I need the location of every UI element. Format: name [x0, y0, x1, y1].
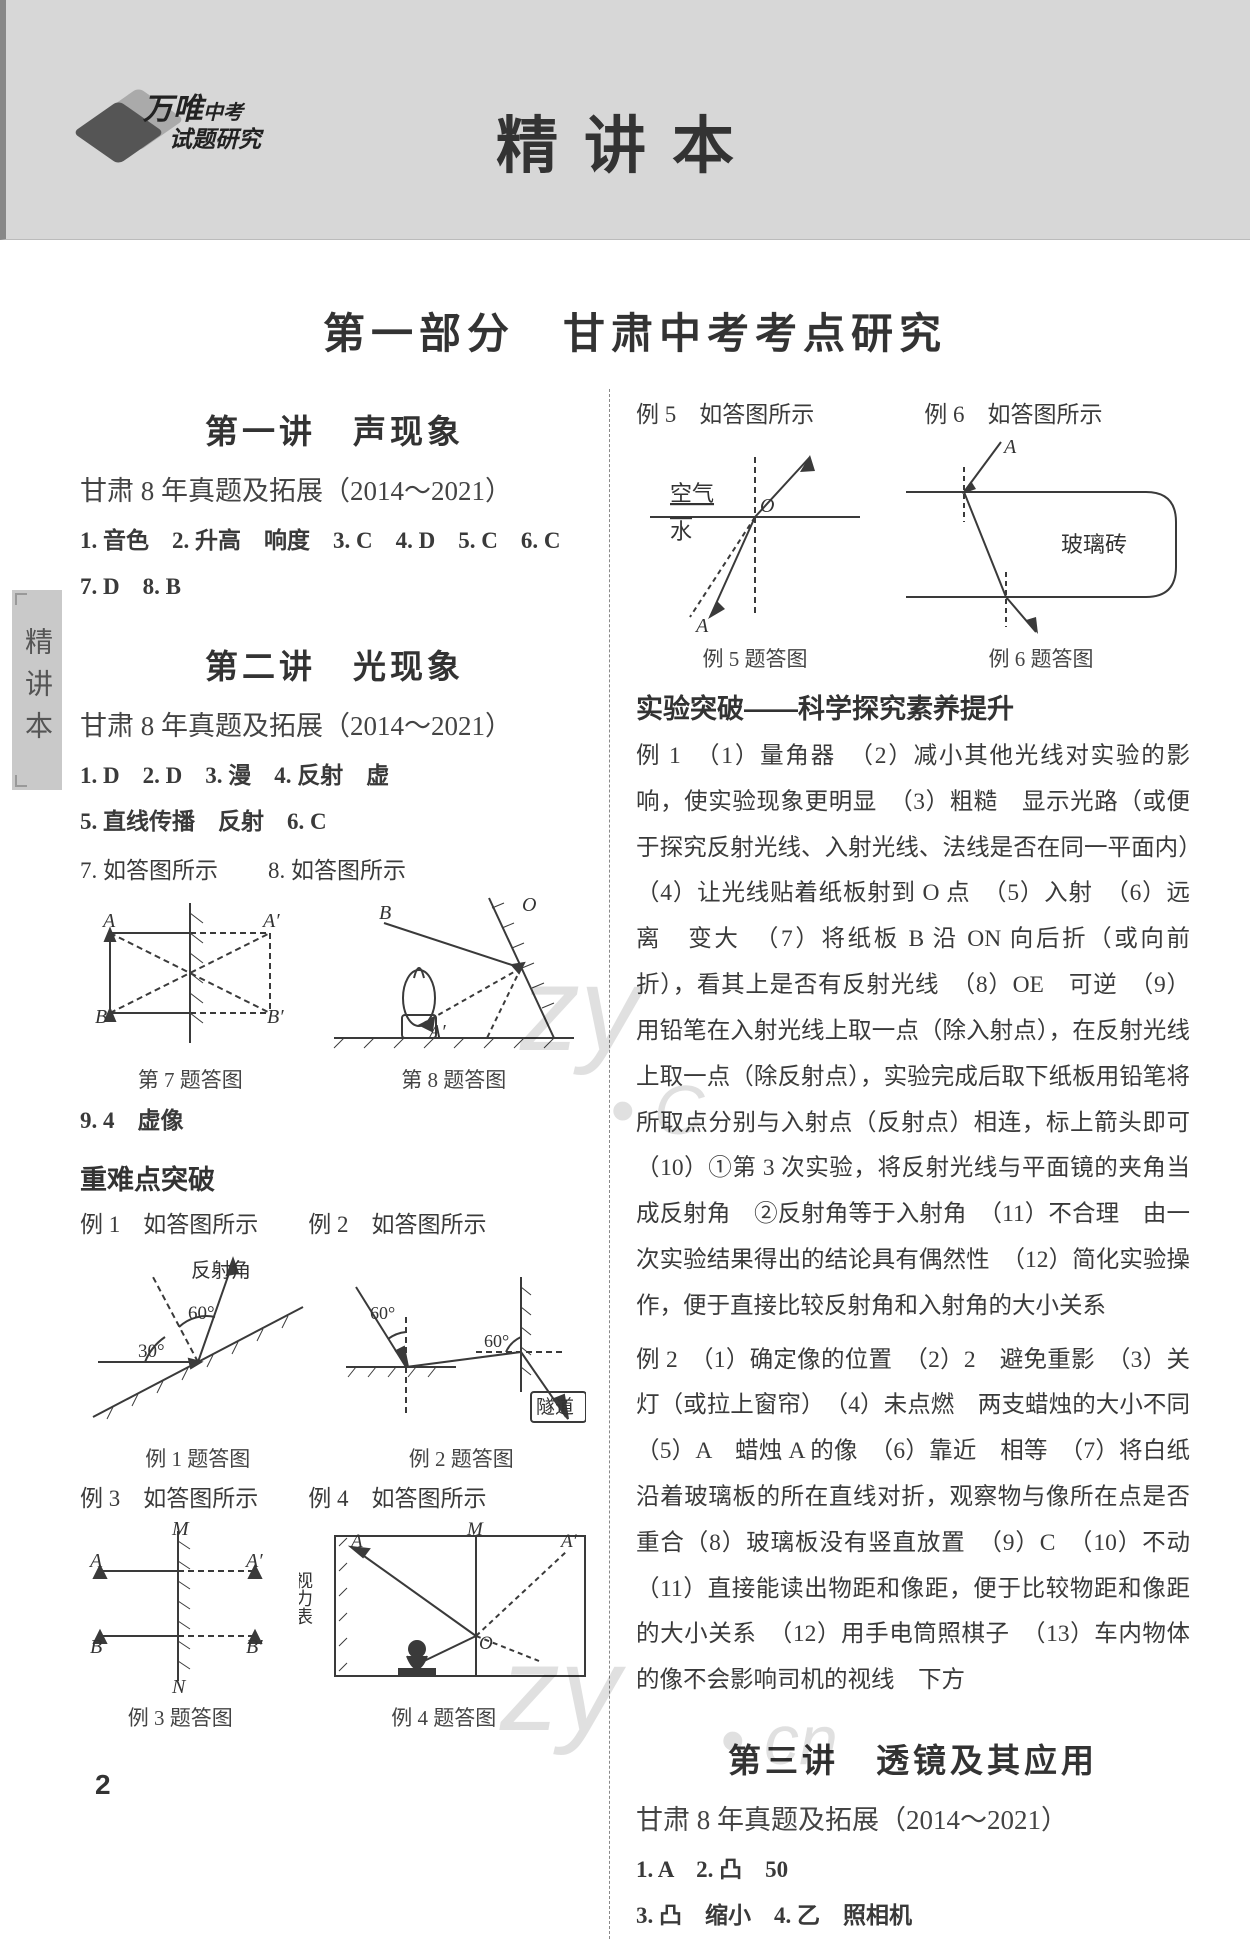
lecture3-a2: 3. 凸 缩小 4. 乙 照相机: [636, 1893, 1190, 1939]
lecture2-title: 第二讲 光现象: [80, 640, 589, 688]
lecture3-subtitle: 甘肃 8 年真题及拓展（2014～2021）: [636, 1798, 1190, 1837]
svg-text:N: N: [171, 1676, 187, 1696]
fig-ex6-caption: 例 6 题答图: [896, 643, 1186, 673]
left-column: 第一讲 声现象 甘肃 8 年真题及拓展（2014～2021） 1. 音色 2. …: [80, 389, 610, 1939]
svg-text:A: A: [88, 1550, 103, 1572]
fig7-caption: 第 7 题答图: [85, 1064, 295, 1094]
book-title: 精讲本: [6, 95, 1250, 185]
fig-ex3-caption: 例 3 题答图: [80, 1702, 280, 1732]
ex5-label: 例 5 如答图所示: [636, 395, 814, 429]
lecture1-title: 第一讲 声现象: [80, 405, 589, 453]
section-head: 重难点突破: [80, 1158, 589, 1197]
svg-text:水: 水: [670, 519, 692, 544]
fig-ex4-caption: 例 4 题答图: [299, 1702, 589, 1732]
fig-ex1: 反射角 60° 30° 例 1 题答图: [83, 1247, 313, 1473]
page-number: 2: [95, 1769, 111, 1801]
fig8-svg: B O A′: [324, 893, 584, 1058]
fig-ex5-caption: 例 5 题答图: [640, 643, 870, 673]
para1: 例 1 （1）量角器 （2）减小其他光线对实验的影响，使实验现象更明显 （3）粗…: [636, 734, 1190, 1330]
lecture2-a1: 1. D 2. D 3. 漫 4. 反射 虚: [80, 753, 589, 799]
fig-ex1-caption: 例 1 题答图: [83, 1443, 313, 1473]
svg-text:A: A: [694, 615, 709, 637]
ex-row-5-6: 例 5 如答图所示 例 6 如答图所示: [636, 395, 1190, 429]
svg-text:空气: 空气: [670, 481, 714, 506]
fig-row-ex56: 空气 水 O A 例 5 题答图: [636, 437, 1190, 673]
corner-icon: [15, 775, 27, 787]
fig-row-7-8: A A′ B B′ 第 7 题答图: [80, 893, 589, 1094]
svg-text:60°: 60°: [188, 1303, 215, 1324]
fig7-Ap: A′: [261, 910, 280, 932]
svg-text:A′: A′: [244, 1550, 263, 1572]
svg-text:A′: A′: [427, 1021, 446, 1043]
lecture2-a3-row: 7. 如答图所示 8. 如答图所示: [80, 851, 589, 885]
svg-text:玻璃砖: 玻璃砖: [1061, 532, 1127, 557]
exp-head: 实验突破——科学探究素养提升: [636, 687, 1190, 726]
page: 万唯中考 试题研究 精讲本 精讲本 第一部分 甘肃中考考点研究 第一讲 声现象 …: [0, 0, 1250, 1831]
fig-ex5: 空气 水 O A 例 5 题答图: [640, 437, 870, 673]
fig8-caption: 第 8 题答图: [324, 1064, 584, 1094]
ex4-label: 例 4 如答图所示: [308, 1479, 486, 1513]
side-tab: 精讲本: [12, 590, 62, 790]
lecture1-answers-1: 1. 音色 2. 升高 响度 3. C 4. D 5. C 6. C: [80, 518, 589, 564]
lecture2-subtitle: 甘肃 8 年真题及拓展（2014～2021）: [80, 704, 589, 743]
lecture3-title: 第三讲 透镜及其应用: [636, 1734, 1190, 1782]
lecture1-answers-2: 7. D 8. B: [80, 564, 589, 610]
ex3-label: 例 3 如答图所示: [80, 1479, 258, 1513]
svg-text:O: O: [760, 495, 774, 517]
content-area: 第一部分 甘肃中考考点研究 第一讲 声现象 甘肃 8 年真题及拓展（2014～2…: [80, 300, 1190, 1939]
lecture2-a3l: 7. 如答图所示: [80, 851, 218, 885]
fig8: B O A′ 第 8 题答图: [324, 893, 584, 1094]
svg-text:A′: A′: [559, 1531, 578, 1552]
fig-row-ex34: A A′ B B′ M N 例 3 题答图: [80, 1521, 589, 1732]
fig-ex4: 视力表 A A′ M O 例 4 题答图: [299, 1521, 589, 1732]
lecture1-subtitle: 甘肃 8 年真题及拓展（2014～2021）: [80, 469, 589, 508]
svg-text:B′: B′: [246, 1636, 263, 1658]
para2: 例 2 （1）确定像的位置 （2）2 避免重影 （3）关灯（或拉上窗帘） （4）…: [636, 1338, 1190, 1705]
svg-text:视力表: 视力表: [299, 1571, 313, 1625]
fig-ex3: A A′ B B′ M N 例 3 题答图: [80, 1521, 280, 1732]
svg-text:隧道: 隧道: [536, 1396, 574, 1418]
lecture2-a9: 9. 4 虚像: [80, 1098, 589, 1144]
part-title: 第一部分 甘肃中考考点研究: [80, 300, 1190, 361]
ex6-label: 例 6 如答图所示: [924, 395, 1102, 429]
fig7-Bp: B′: [267, 1006, 284, 1028]
right-column: 例 5 如答图所示 例 6 如答图所示: [610, 389, 1190, 1939]
fig-ex6: A 玻璃砖 例 6 题答图: [896, 437, 1186, 673]
fig-ex2: 60° 60° 隧道 例 2 题答图: [336, 1247, 586, 1473]
svg-text:60°: 60°: [370, 1303, 395, 1323]
lecture2-a3r: 8. 如答图所示: [268, 851, 406, 885]
ex-row-3-4: 例 3 如答图所示 例 4 如答图所示: [80, 1479, 589, 1513]
header-band: 万唯中考 试题研究 精讲本: [0, 0, 1250, 240]
svg-text:30°: 30°: [138, 1341, 165, 1362]
svg-text:M: M: [171, 1521, 190, 1540]
svg-text:B: B: [379, 902, 391, 924]
svg-text:B: B: [90, 1636, 102, 1658]
svg-text:M: M: [466, 1521, 484, 1540]
two-columns: 第一讲 声现象 甘肃 8 年真题及拓展（2014～2021） 1. 音色 2. …: [80, 389, 1190, 1939]
svg-text:A: A: [349, 1531, 363, 1552]
svg-text:60°: 60°: [484, 1331, 509, 1351]
svg-text:A: A: [1002, 437, 1017, 458]
corner-icon: [15, 593, 27, 605]
ex-row-1-2: 例 1 如答图所示 例 2 如答图所示: [80, 1205, 589, 1239]
fig7-svg: A A′ B B′: [85, 893, 295, 1058]
fig7-B: B: [95, 1006, 107, 1028]
lecture2-a2: 5. 直线传播 反射 6. C: [80, 799, 589, 845]
ex1-label: 例 1 如答图所示: [80, 1205, 258, 1239]
fig7: A A′ B B′ 第 7 题答图: [85, 893, 295, 1094]
fig-row-ex12: 反射角 60° 30° 例 1 题答图: [80, 1247, 589, 1473]
fig-ex2-caption: 例 2 题答图: [336, 1443, 586, 1473]
svg-text:O: O: [522, 894, 536, 916]
svg-text:反射角: 反射角: [191, 1259, 251, 1282]
fig7-A: A: [101, 910, 116, 932]
lecture3-a1: 1. A 2. 凸 50: [636, 1847, 1190, 1893]
svg-text:O: O: [479, 1633, 493, 1654]
ex2-label: 例 2 如答图所示: [308, 1205, 486, 1239]
side-tab-label: 精讲本: [17, 627, 57, 753]
